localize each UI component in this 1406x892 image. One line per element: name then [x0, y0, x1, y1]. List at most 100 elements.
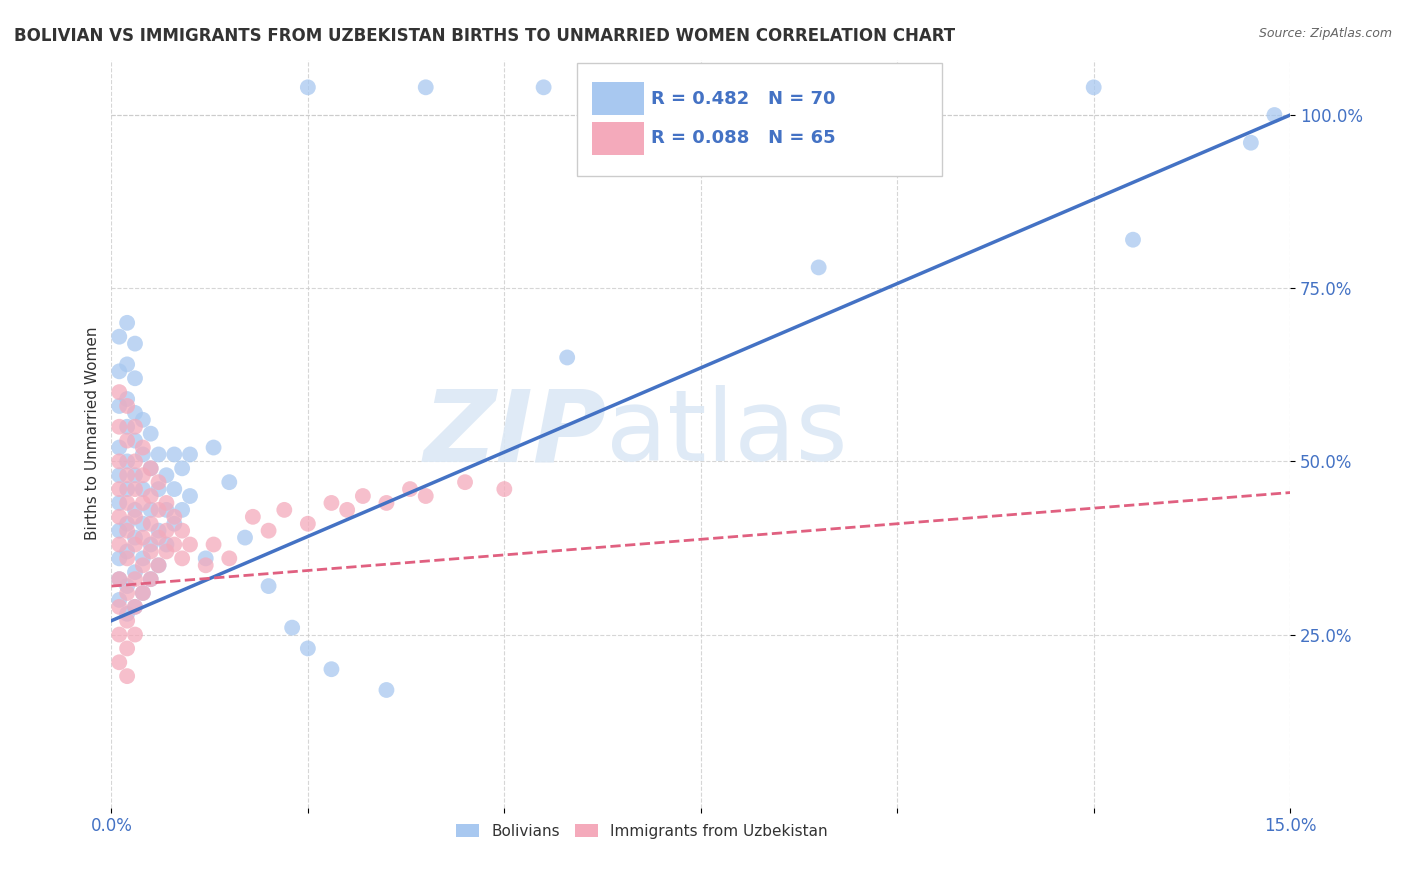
- Point: [124, 482, 146, 496]
- Point: [155, 496, 177, 510]
- Point: [115, 669, 138, 683]
- Point: [139, 516, 162, 531]
- Point: [148, 531, 170, 545]
- Point: [124, 627, 146, 641]
- Point: [321, 496, 343, 510]
- Point: [115, 419, 138, 434]
- Point: [139, 544, 162, 558]
- Point: [115, 316, 138, 330]
- Point: [124, 509, 146, 524]
- Point: [139, 461, 162, 475]
- Point: [115, 524, 138, 538]
- Point: [108, 599, 131, 614]
- Point: [163, 482, 186, 496]
- Point: [132, 586, 155, 600]
- Point: [297, 80, 319, 95]
- Point: [108, 537, 131, 551]
- Point: [273, 503, 295, 517]
- Point: [533, 80, 555, 95]
- Point: [415, 489, 437, 503]
- Point: [108, 482, 131, 496]
- Point: [399, 482, 422, 496]
- Point: [124, 503, 146, 517]
- Point: [194, 558, 217, 573]
- Point: [148, 482, 170, 496]
- Point: [218, 551, 240, 566]
- Point: [124, 419, 146, 434]
- Point: [242, 509, 264, 524]
- FancyBboxPatch shape: [576, 63, 942, 176]
- Point: [115, 482, 138, 496]
- Point: [132, 468, 155, 483]
- Point: [172, 524, 194, 538]
- Point: [124, 371, 146, 385]
- Point: [768, 80, 790, 95]
- Point: [257, 579, 280, 593]
- Point: [1083, 80, 1105, 95]
- Point: [218, 475, 240, 490]
- Point: [297, 641, 319, 656]
- Point: [139, 572, 162, 586]
- Point: [108, 655, 131, 669]
- Point: [155, 544, 177, 558]
- Point: [132, 496, 155, 510]
- Point: [321, 662, 343, 676]
- Point: [124, 537, 146, 551]
- Text: Source: ZipAtlas.com: Source: ZipAtlas.com: [1258, 27, 1392, 40]
- Y-axis label: Births to Unmarried Women: Births to Unmarried Women: [86, 327, 100, 541]
- Point: [124, 599, 146, 614]
- Point: [115, 607, 138, 621]
- Point: [155, 503, 177, 517]
- Point: [132, 531, 155, 545]
- Point: [494, 482, 516, 496]
- Point: [108, 572, 131, 586]
- Point: [202, 441, 225, 455]
- Point: [115, 468, 138, 483]
- Point: [163, 447, 186, 461]
- Point: [108, 551, 131, 566]
- Point: [172, 503, 194, 517]
- Point: [115, 399, 138, 413]
- Point: [108, 572, 131, 586]
- Point: [148, 503, 170, 517]
- Point: [336, 503, 359, 517]
- Point: [108, 468, 131, 483]
- Point: [179, 489, 201, 503]
- Point: [115, 579, 138, 593]
- Point: [124, 406, 146, 420]
- Point: [352, 489, 374, 503]
- Point: [108, 329, 131, 343]
- Point: [139, 503, 162, 517]
- FancyBboxPatch shape: [592, 121, 644, 154]
- Point: [148, 524, 170, 538]
- Point: [124, 531, 146, 545]
- Point: [108, 509, 131, 524]
- Legend: Bolivians, Immigrants from Uzbekistan: Bolivians, Immigrants from Uzbekistan: [450, 818, 834, 845]
- Text: BOLIVIAN VS IMMIGRANTS FROM UZBEKISTAN BIRTHS TO UNMARRIED WOMEN CORRELATION CHA: BOLIVIAN VS IMMIGRANTS FROM UZBEKISTAN B…: [14, 27, 955, 45]
- Point: [163, 509, 186, 524]
- Point: [124, 599, 146, 614]
- Point: [163, 516, 186, 531]
- Point: [375, 683, 398, 698]
- Point: [115, 641, 138, 656]
- Point: [415, 80, 437, 95]
- Point: [148, 447, 170, 461]
- Point: [257, 524, 280, 538]
- Point: [124, 566, 146, 580]
- Point: [124, 336, 146, 351]
- Point: [115, 454, 138, 468]
- Point: [650, 80, 672, 95]
- Point: [194, 551, 217, 566]
- Point: [139, 489, 162, 503]
- Point: [1263, 108, 1285, 122]
- Point: [132, 558, 155, 573]
- Point: [1122, 233, 1144, 247]
- Text: R = 0.088   N = 65: R = 0.088 N = 65: [651, 129, 837, 147]
- Point: [132, 516, 155, 531]
- Point: [375, 496, 398, 510]
- Point: [115, 614, 138, 628]
- Point: [108, 441, 131, 455]
- Point: [163, 537, 186, 551]
- Point: [139, 461, 162, 475]
- Point: [108, 419, 131, 434]
